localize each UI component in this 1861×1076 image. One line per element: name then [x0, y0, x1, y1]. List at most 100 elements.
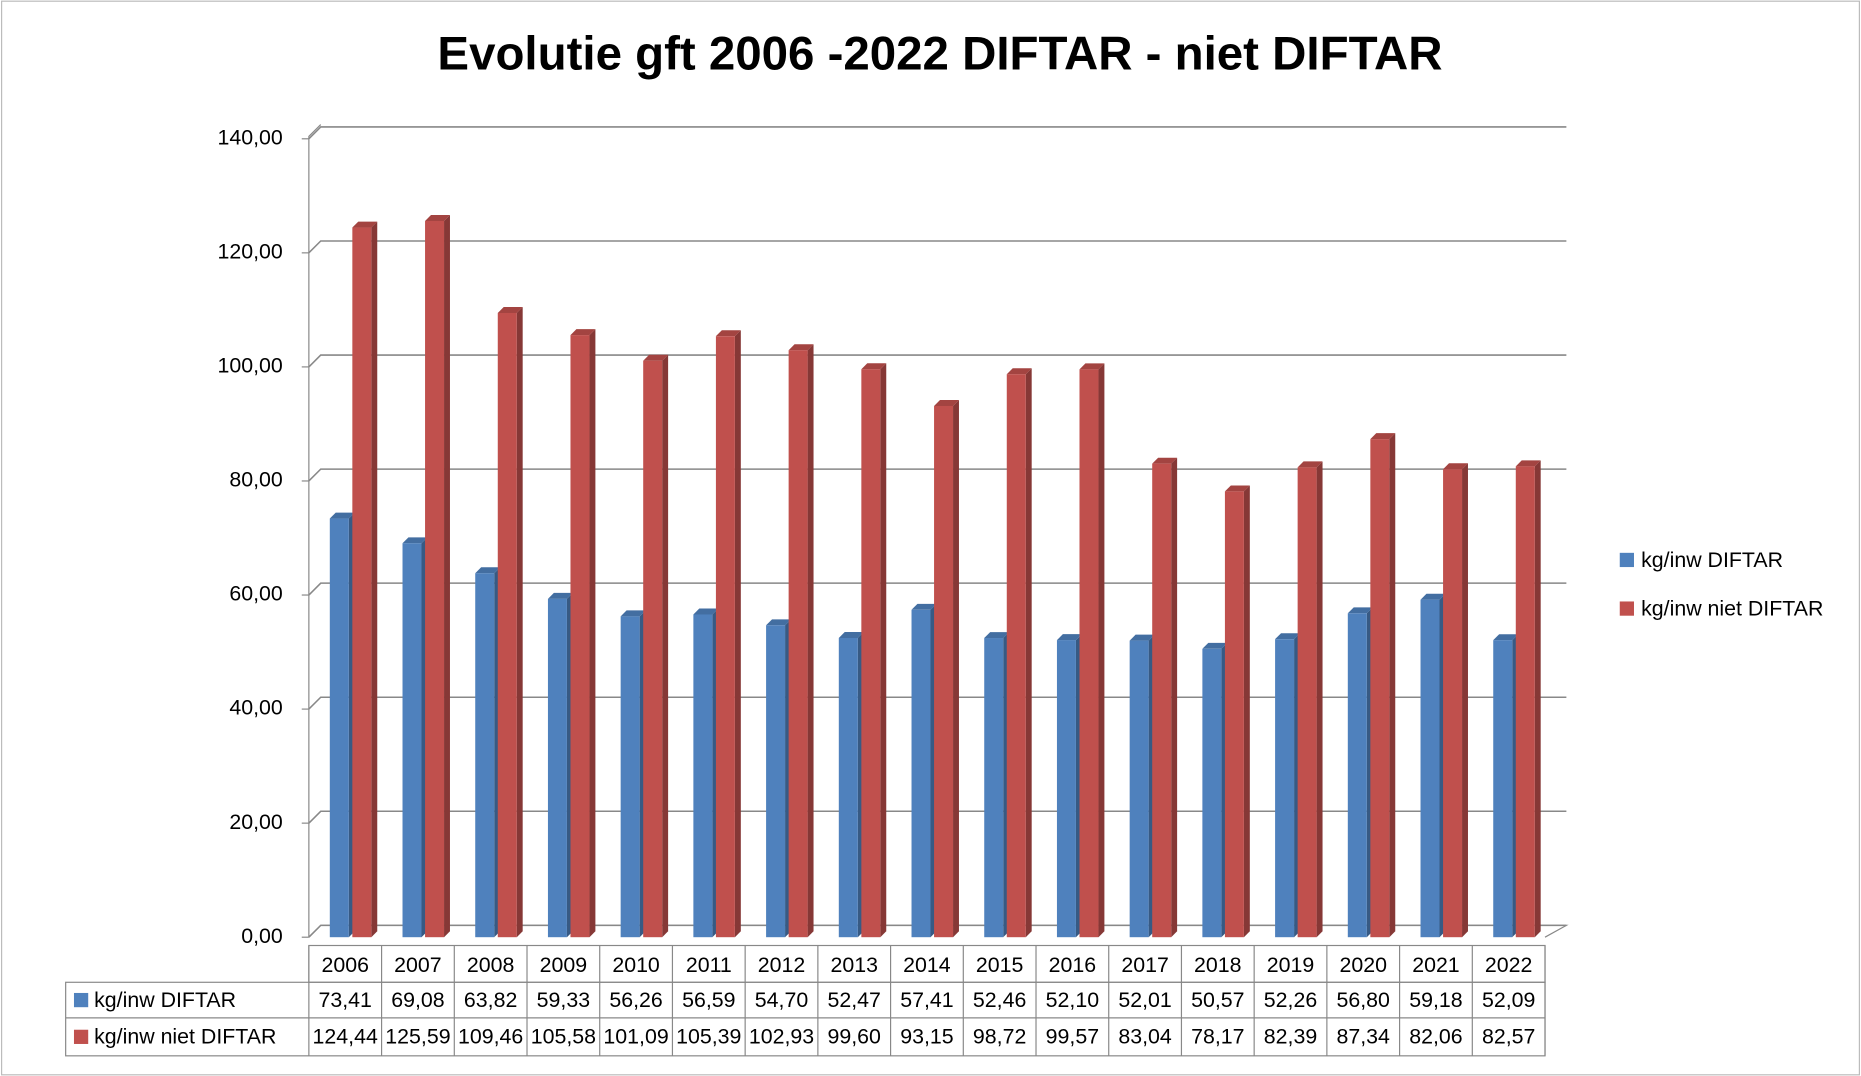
x-tick-label: 2015	[976, 953, 1023, 977]
table-value: 73,41	[319, 988, 372, 1012]
bar	[766, 625, 786, 938]
table-value: 98,72	[973, 1025, 1026, 1049]
bar	[1202, 648, 1222, 938]
table-value: 101,09	[603, 1025, 668, 1049]
bar	[1056, 640, 1076, 938]
bar-top	[934, 400, 959, 406]
table-value: 82,06	[1409, 1025, 1462, 1049]
bar-top	[1420, 593, 1446, 600]
bar	[693, 614, 713, 938]
bar-top	[570, 329, 596, 336]
bar-top	[643, 354, 669, 361]
bar	[402, 543, 422, 938]
bar	[1129, 640, 1149, 938]
bar-side	[1462, 463, 1468, 938]
x-tick-label: 2013	[830, 953, 877, 977]
bar	[570, 335, 590, 938]
bar-top	[766, 619, 792, 626]
bar-top	[620, 610, 646, 617]
bar	[1275, 639, 1295, 938]
bar-side	[1025, 368, 1032, 938]
table-value: 83,04	[1118, 1025, 1172, 1049]
x-tick-label: 2022	[1485, 953, 1532, 977]
bar-top	[861, 363, 887, 370]
bar-top	[1347, 607, 1373, 614]
bar-top	[984, 632, 1010, 639]
grid-line	[308, 582, 1567, 596]
bar	[547, 598, 567, 938]
bar-top	[1515, 460, 1541, 467]
bar	[620, 616, 640, 938]
table-value: 57,41	[900, 988, 953, 1012]
bar	[425, 220, 445, 938]
bar-top	[1152, 457, 1178, 464]
grid-line	[308, 240, 1567, 254]
bar	[497, 312, 517, 938]
table-value: 99,60	[828, 1025, 882, 1049]
bar	[1006, 374, 1026, 938]
bar-top	[329, 512, 355, 519]
table-value: 82,57	[1482, 1025, 1535, 1049]
table-value: 105,39	[676, 1025, 741, 1049]
bar-top	[497, 307, 523, 313]
table-value: 52,01	[1118, 988, 1171, 1012]
x-tick-label: 2021	[1412, 953, 1459, 977]
bar	[1515, 466, 1535, 938]
legend-key	[1619, 552, 1634, 568]
bar-top	[1006, 368, 1032, 375]
y-tick-label: 120,00	[217, 239, 282, 263]
grid-line	[308, 468, 1567, 482]
bar-top	[402, 537, 428, 544]
y-tick-label: 60,00	[229, 582, 283, 606]
table-value: 52,47	[828, 988, 881, 1012]
y-axis	[308, 124, 322, 938]
bar-side	[444, 215, 450, 938]
bar-side	[516, 307, 523, 938]
table-legend-key	[73, 992, 89, 1008]
table-value: 56,26	[609, 988, 662, 1012]
x-tick-label: 2020	[1339, 953, 1387, 977]
bar	[984, 638, 1004, 938]
x-tick-label: 2012	[758, 953, 805, 977]
bar-top	[715, 330, 741, 337]
table-value: 59,18	[1409, 988, 1462, 1012]
table-value: 99,57	[1046, 1025, 1099, 1049]
bar-top	[911, 603, 937, 610]
bar-top	[693, 608, 719, 615]
y-tick-label: 0,00	[241, 924, 283, 948]
bar-top	[1443, 463, 1468, 470]
table-value: 69,08	[391, 988, 444, 1012]
bar	[934, 405, 954, 938]
table-series-name: kg/inw niet DIFTAR	[94, 1025, 276, 1049]
table-legend-key	[73, 1029, 89, 1044]
bar-top	[1129, 634, 1155, 641]
chart-title: Evolutie gft 2006 -2022 DIFTAR - niet DI…	[437, 27, 1442, 80]
x-tick-label: 2008	[467, 953, 514, 977]
legend-key	[1619, 601, 1634, 616]
x-tick-label: 2009	[540, 953, 587, 977]
table-value: 109,46	[458, 1025, 523, 1049]
bar	[1079, 369, 1099, 938]
x-tick-label: 2019	[1267, 953, 1314, 977]
bar-top	[788, 344, 814, 351]
bar	[911, 609, 931, 938]
bar-top	[547, 592, 573, 599]
x-tick-label: 2010	[612, 953, 660, 977]
legend-label: kg/inw niet DIFTAR	[1641, 596, 1823, 620]
bar	[1443, 469, 1463, 938]
table-value: 82,39	[1264, 1025, 1317, 1049]
bar-side	[1389, 433, 1396, 938]
bar-side	[1098, 363, 1105, 938]
bar-side	[807, 344, 814, 938]
x-tick-label: 2018	[1194, 953, 1241, 977]
bar-top	[1275, 633, 1301, 640]
bar-top	[1493, 634, 1519, 641]
x-tick-label: 2014	[903, 953, 951, 977]
bar	[838, 637, 858, 938]
bar-side	[953, 400, 959, 938]
x-tick-label: 2007	[394, 953, 441, 977]
bar	[352, 227, 372, 938]
y-tick-label: 100,00	[217, 354, 282, 378]
table-value: 105,58	[531, 1025, 596, 1049]
table-value: 52,26	[1264, 988, 1317, 1012]
